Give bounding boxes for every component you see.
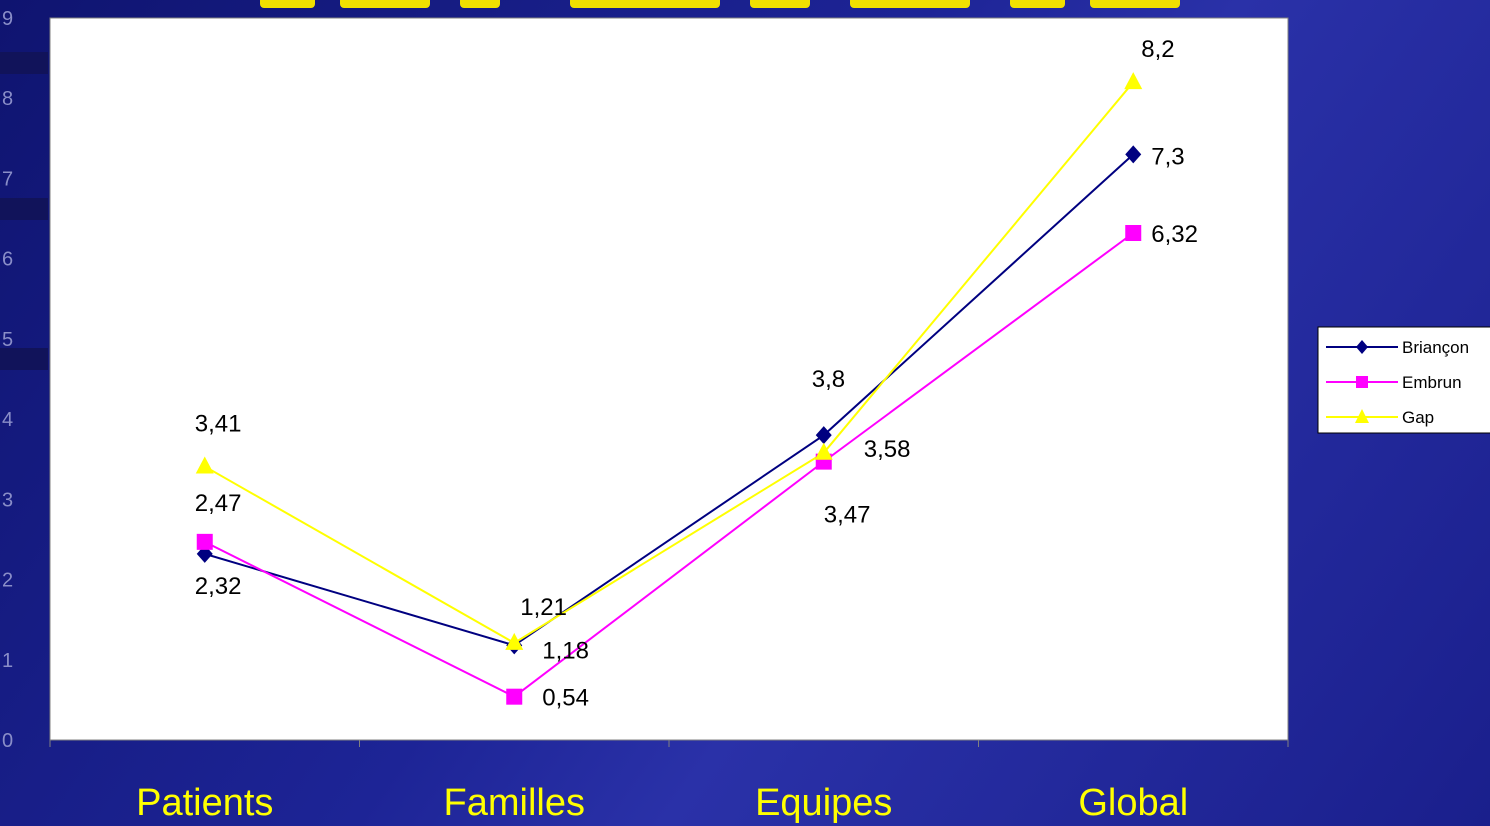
category-label: Equipes [755,782,892,824]
legend-label: Gap [1402,408,1434,427]
legend-box [1317,326,1490,434]
series-line-briançon [204,153,1134,647]
data-point-marker [506,688,523,705]
data-label: 3,41 [195,410,242,437]
data-label: 7,3 [1151,143,1184,170]
data-point-marker [1124,72,1143,90]
y-tick-label: 2 [2,570,13,592]
data-point-marker [815,426,832,445]
category-label: Global [1078,782,1188,824]
data-point-marker [1125,145,1142,164]
x-axis-category-labels: Patients Familles Equipes Global [136,782,1188,824]
data-label: 3,47 [824,502,871,529]
data-label: 2,47 [195,490,242,517]
y-tick-label: 7 [2,168,13,190]
y-tick-label: 8 [2,88,13,110]
category-label: Familles [444,782,585,824]
y-tick-label: 0 [2,730,13,752]
y-tick-label: 6 [2,249,13,271]
series-markers [195,72,1143,705]
y-tick-label: 9 [2,8,13,30]
data-label: 0,54 [542,685,589,712]
series-line-embrun [204,232,1134,698]
data-label: 2,32 [195,573,242,600]
data-label: 3,8 [812,366,845,393]
legend-marker [1356,376,1368,388]
data-label: 3,58 [864,436,911,463]
legend-label: Embrun [1402,373,1462,392]
y-tick-label: 5 [2,329,13,351]
data-point-marker [505,632,524,650]
legend-marker [1355,409,1369,423]
legend: Briançon Embrun Gap [1317,326,1490,434]
data-point-marker [195,456,214,474]
data-point-marker [196,533,213,550]
data-labels: 2,32 1,18 3,8 7,3 2,47 0,54 3,47 6,32 3,41 1,21 3,… [195,36,1198,712]
data-label: 6,32 [1151,221,1198,248]
axes [49,739,1289,747]
y-tick-label: 1 [2,650,13,672]
category-label: Patients [136,782,273,824]
series-lines [204,81,1135,698]
legend-marker [1356,340,1368,354]
y-tick-label: 4 [2,409,13,431]
legend-label: Briançon [1402,338,1469,357]
series-line-gap [204,81,1135,645]
slide-title-fragment [50,0,1290,8]
data-label: 1,21 [520,594,567,621]
data-label: 1,18 [542,637,589,664]
plot-area [49,17,1289,741]
data-point-marker [1125,224,1142,241]
y-axis-ticks: 0 1 2 3 4 5 6 7 8 9 [2,8,13,752]
y-tick-label: 3 [2,489,13,511]
data-label: 8,2 [1141,36,1174,63]
data-point-marker [814,442,833,460]
